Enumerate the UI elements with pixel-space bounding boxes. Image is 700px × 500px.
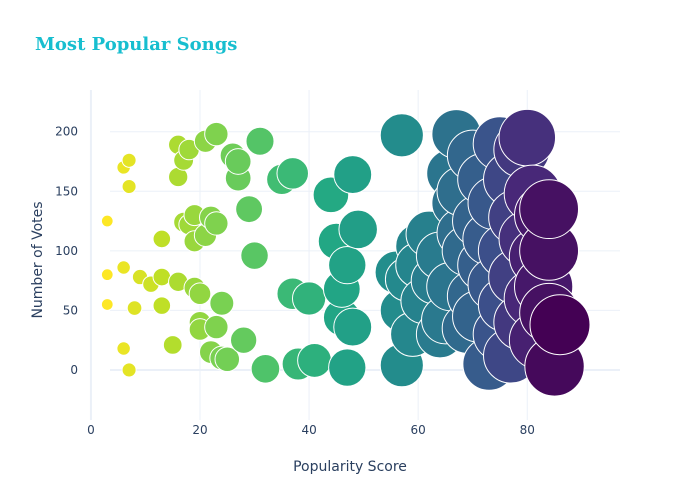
data-bubble[interactable] [121, 178, 137, 195]
data-bubble[interactable] [224, 148, 252, 175]
data-bubble[interactable] [328, 245, 367, 285]
data-bubble[interactable] [121, 362, 137, 378]
data-bubble[interactable] [100, 298, 114, 311]
data-bubble[interactable] [529, 294, 591, 356]
data-bubble[interactable] [121, 152, 137, 168]
data-bubble[interactable] [162, 335, 183, 355]
data-bubble[interactable] [214, 346, 241, 373]
data-bubble[interactable] [229, 326, 258, 354]
y-tick-label: 150 [55, 184, 78, 198]
data-bubble[interactable] [188, 282, 212, 306]
data-bubble[interactable] [204, 314, 229, 340]
data-bubble[interactable] [204, 211, 229, 236]
data-bubble[interactable] [250, 353, 281, 384]
data-bubble[interactable] [519, 179, 580, 240]
y-axis-ticks: 0 50 100 150 200 [55, 125, 78, 377]
data-bubble[interactable] [152, 296, 172, 315]
data-bubble[interactable] [297, 343, 332, 378]
x-tick-label: 60 [411, 423, 426, 437]
data-bubble[interactable] [240, 241, 269, 270]
data-bubble[interactable] [204, 121, 229, 147]
data-bubble[interactable] [333, 307, 373, 347]
x-tick-label: 0 [87, 423, 95, 437]
data-bubble[interactable] [328, 348, 367, 387]
data-bubble[interactable] [338, 209, 378, 250]
data-bubble[interactable] [209, 290, 235, 316]
data-bubble[interactable] [245, 126, 275, 156]
data-bubble[interactable] [100, 268, 114, 282]
data-bubble[interactable] [291, 281, 327, 316]
y-tick-label: 50 [63, 303, 78, 317]
y-tick-label: 100 [55, 244, 78, 258]
y-tick-label: 0 [70, 363, 78, 377]
data-bubble[interactable] [152, 267, 172, 287]
x-tick-label: 40 [301, 423, 316, 437]
data-bubble[interactable] [152, 229, 172, 249]
data-bubble[interactable] [116, 260, 131, 275]
data-bubble[interactable] [100, 214, 114, 228]
data-bubble[interactable] [126, 300, 143, 316]
data-bubble[interactable] [333, 155, 373, 195]
x-tick-label: 80 [520, 423, 535, 437]
y-tick-label: 200 [55, 125, 78, 139]
data-bubble[interactable] [379, 113, 424, 158]
data-bubble[interactable] [498, 108, 557, 167]
x-tick-label: 20 [192, 423, 207, 437]
data-bubble[interactable] [276, 157, 309, 190]
data-bubble[interactable] [235, 195, 264, 224]
chart-title: Most Popular Songs [35, 34, 237, 55]
y-axis-label: Number of Votes [30, 201, 46, 318]
data-bubble[interactable] [116, 341, 131, 356]
bubbles[interactable] [100, 108, 591, 397]
x-axis-label: Popularity Score [293, 459, 407, 475]
x-axis-ticks: 0 20 40 60 80 [87, 423, 535, 437]
